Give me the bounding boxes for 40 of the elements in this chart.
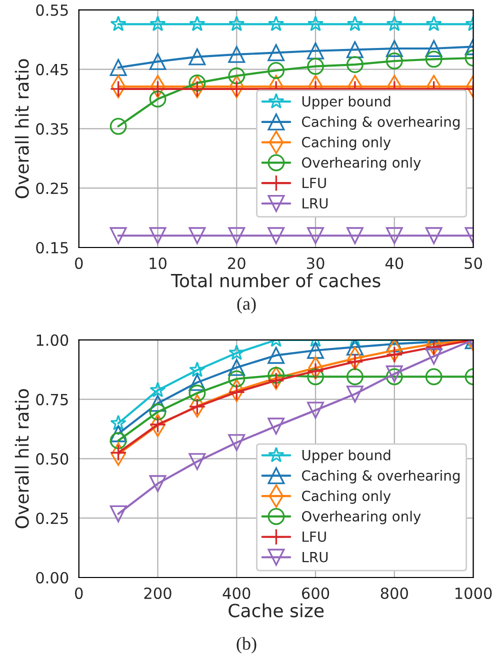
x-axis-title: Total number of caches	[170, 273, 380, 288]
legend-label: LRU	[302, 552, 328, 562]
x-tick-label: 0	[75, 587, 83, 600]
legend-label: Caching only	[302, 136, 391, 150]
x-tick-label: 40	[385, 257, 404, 270]
y-tick-label: 1.00	[36, 334, 68, 346]
y-tick-label: 0.35	[36, 123, 68, 135]
x-tick-label: 30	[306, 257, 324, 270]
legend-label: LFU	[302, 178, 326, 188]
x-tick-label: 20	[228, 257, 246, 270]
x-axis-title: Cache size	[228, 603, 324, 618]
legend-label: Overhearing only	[302, 157, 421, 170]
y-tick-label: 0.25	[36, 182, 68, 194]
x-tick-label: 50	[464, 257, 482, 270]
x-tick-label: 600	[302, 587, 330, 600]
x-tick-label: 800	[380, 587, 408, 600]
x-tick-label: 0	[75, 257, 83, 270]
text: (a)	[237, 297, 256, 314]
legend-label: Caching & overhearing	[302, 116, 460, 130]
x-tick-label: 200	[144, 587, 172, 600]
y-tick-label: 0.25	[36, 512, 68, 524]
legend-label: LRU	[302, 198, 328, 209]
y-tick-label: 0.75	[36, 394, 68, 406]
legend-label: LFU	[302, 532, 326, 542]
text: (b)	[236, 637, 256, 654]
legend-label: Caching only	[302, 490, 391, 504]
x-tick-label: 10	[150, 257, 166, 270]
y-axis-title: Overall hit ratio	[14, 389, 29, 528]
y-tick-label: 0.15	[36, 242, 68, 254]
legend-label: Upper bound	[302, 450, 390, 464]
legend-label: Overhearing only	[302, 510, 421, 524]
legend-label: Caching & overhearing	[302, 470, 460, 484]
y-tick-label: 0.45	[36, 64, 68, 76]
legend-label: Upper bound	[302, 96, 390, 110]
y-tick-label: 0.00	[36, 572, 68, 584]
y-axis-title: Overall hit ratio	[14, 59, 29, 198]
y-tick-label: 0.50	[36, 453, 68, 465]
x-tick-label: 1000	[456, 587, 492, 600]
y-tick-label: 0.55	[36, 4, 68, 16]
x-tick-label: 400	[222, 587, 250, 600]
